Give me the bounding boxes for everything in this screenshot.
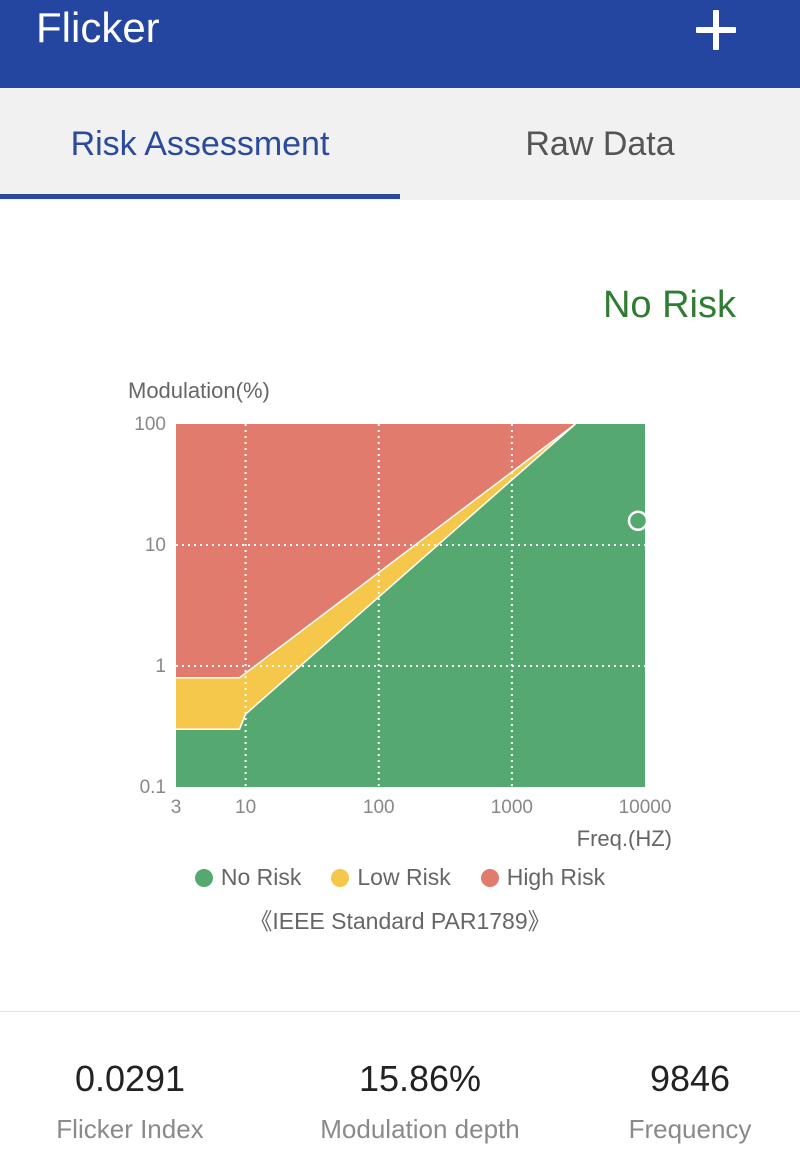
metric-label: Frequency bbox=[628, 1114, 752, 1144]
legend-label: No Risk bbox=[220, 864, 302, 890]
x-axis-label: Freq.(HZ) bbox=[577, 826, 672, 850]
active-tab-indicator bbox=[0, 194, 400, 199]
y-tick-label: 10 bbox=[145, 535, 166, 556]
tab-raw-data[interactable]: Raw Data bbox=[525, 124, 675, 163]
x-tick-label: 10000 bbox=[619, 797, 672, 818]
standard-note: 《IEEE Standard PAR1789》 bbox=[249, 908, 551, 934]
app-title: Flicker bbox=[36, 4, 160, 51]
y-tick-label: 100 bbox=[134, 414, 166, 435]
metric-value: 0.0291 bbox=[74, 1058, 186, 1099]
tab-bar: Risk Assessment Raw Data bbox=[0, 88, 800, 200]
metric-flicker-index: 0.0291 Flicker Index bbox=[30, 1058, 230, 1145]
no-risk-boundary bbox=[176, 423, 576, 731]
legend-item-no-risk: No Risk bbox=[194, 864, 302, 891]
metric-value: 15.86% bbox=[358, 1058, 482, 1099]
legend-item-low-risk: Low Risk bbox=[331, 864, 451, 891]
no-risk-region bbox=[176, 424, 645, 787]
metric-modulation-depth: 15.86% Modulation depth bbox=[290, 1058, 550, 1145]
measurement-point bbox=[627, 510, 649, 532]
risk-chart: Modulation(%) Freq.(HZ) 3 10 100 1000 10000 1… bbox=[128, 378, 672, 850]
y-tick-label: 0.1 bbox=[140, 777, 166, 798]
legend-label: High Risk bbox=[506, 864, 606, 890]
x-tick-label: 1000 bbox=[491, 797, 533, 818]
x-tick-label: 10 bbox=[235, 797, 256, 818]
tab-risk-assessment[interactable]: Risk Assessment bbox=[70, 124, 330, 163]
chart-legend: No Risk Low Risk High Risk bbox=[0, 864, 800, 891]
metric-frequency: 9846 Frequency bbox=[600, 1058, 780, 1145]
legend-label: Low Risk bbox=[357, 864, 451, 890]
plus-icon[interactable] bbox=[696, 10, 736, 50]
app-bar: Flicker bbox=[0, 0, 800, 88]
high-risk-dot-icon bbox=[480, 868, 499, 887]
low-risk-boundary bbox=[176, 423, 576, 679]
risk-verdict: No Risk bbox=[602, 284, 736, 326]
divider bbox=[0, 1011, 800, 1012]
metric-label: Modulation depth bbox=[320, 1114, 520, 1144]
y-axis-label: Modulation(%) bbox=[128, 378, 270, 403]
metric-value: 9846 bbox=[649, 1058, 731, 1099]
x-tick-label: 3 bbox=[171, 797, 182, 818]
y-tick-label: 1 bbox=[155, 656, 166, 677]
metric-label: Flicker Index bbox=[56, 1114, 204, 1144]
low-risk-dot-icon bbox=[331, 868, 350, 887]
x-tick-label: 100 bbox=[363, 797, 395, 818]
legend-item-high-risk: High Risk bbox=[480, 864, 606, 891]
no-risk-dot-icon bbox=[194, 868, 213, 887]
